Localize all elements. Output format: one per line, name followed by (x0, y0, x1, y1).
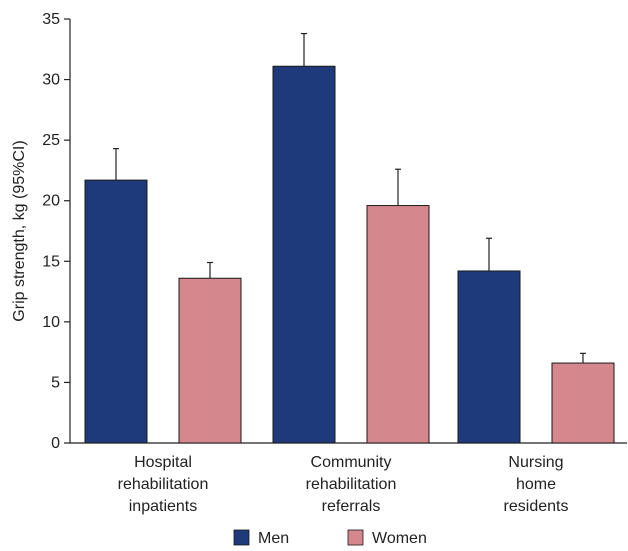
y-tick-label: 30 (42, 72, 60, 89)
bar-women-0 (178, 277, 242, 444)
y-tick-label: 15 (42, 253, 60, 270)
bar-men-1 (272, 65, 336, 444)
category-label: inpatients (129, 498, 198, 515)
category-labels: Hospital rehabilitation inpatients Communit… (118, 454, 569, 515)
category-label: Nursing (508, 454, 563, 471)
y-tick-label: 10 (42, 314, 60, 331)
category-label: referrals (322, 498, 381, 515)
category-label: rehabilitation (306, 476, 397, 493)
axes (69, 19, 627, 444)
y-tick-label: 0 (51, 435, 60, 452)
category-label: Community (311, 454, 392, 471)
category-label: Hospital (134, 454, 192, 471)
legend-swatch-men (233, 529, 250, 546)
legend: Men Women (233, 529, 427, 547)
category-label: rehabilitation (118, 476, 209, 493)
category-label: home (516, 476, 556, 493)
legend-label-women: Women (372, 530, 427, 547)
bar-women-1 (366, 205, 430, 444)
legend-swatch-women (347, 529, 364, 546)
y-tick-label: 20 (42, 193, 60, 210)
legend-label-men: Men (258, 530, 289, 547)
y-tick-label: 25 (42, 132, 60, 149)
bar-men-0 (84, 179, 148, 444)
bars (84, 32, 615, 444)
y-ticks: 0 5 10 15 20 25 30 35 (42, 11, 70, 452)
y-axis-label: Grip strength, kg (95%CI) (11, 140, 28, 321)
y-tick-label: 35 (42, 11, 60, 28)
bar-men-2 (457, 270, 521, 444)
category-label: residents (504, 498, 569, 515)
y-tick-label: 5 (51, 374, 60, 391)
bar-women-2 (551, 362, 615, 444)
